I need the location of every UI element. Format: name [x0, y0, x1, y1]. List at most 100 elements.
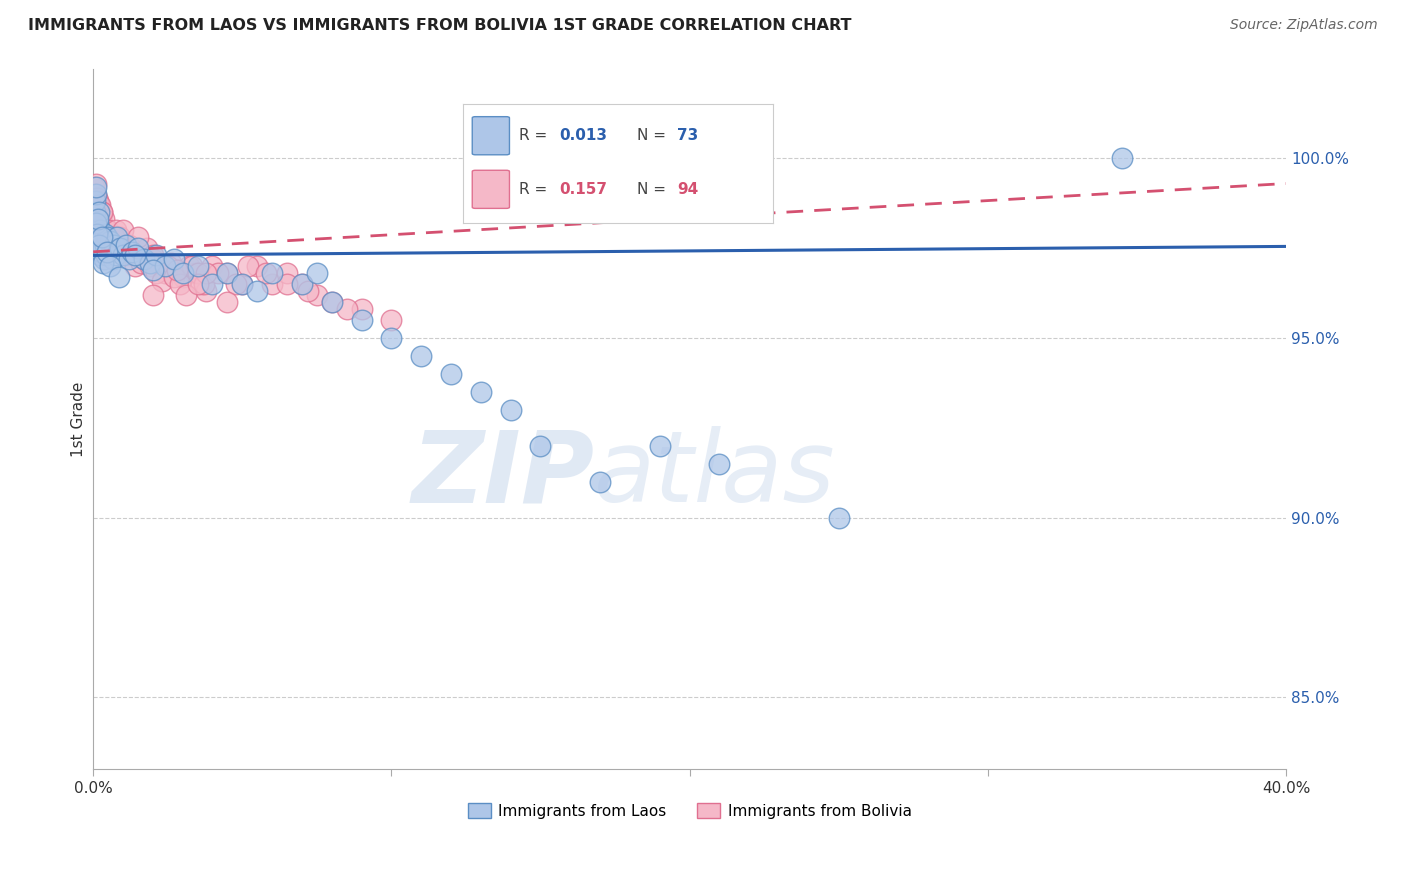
Point	[89, 223, 111, 237]
Point	[94, 248, 117, 262]
Point	[350, 302, 373, 317]
Point	[470, 384, 492, 399]
Point	[231, 277, 253, 292]
Point	[254, 266, 277, 280]
Point	[103, 230, 125, 244]
Point	[84, 180, 107, 194]
Point	[411, 349, 433, 363]
Point	[84, 216, 107, 230]
Point	[90, 223, 112, 237]
Point	[97, 241, 120, 255]
Point	[87, 212, 110, 227]
Point	[86, 198, 108, 212]
Point	[91, 230, 114, 244]
Point	[276, 266, 298, 280]
Point	[91, 241, 114, 255]
Point	[115, 248, 138, 262]
Point	[101, 252, 124, 266]
Point	[84, 177, 107, 191]
Point	[84, 194, 107, 209]
Point	[142, 248, 165, 262]
Point	[89, 223, 111, 237]
Point	[291, 277, 314, 292]
Text: Source: ZipAtlas.com: Source: ZipAtlas.com	[1230, 18, 1378, 32]
Point	[100, 241, 122, 255]
Point	[187, 266, 209, 280]
Point	[380, 313, 402, 327]
Point	[111, 241, 134, 255]
Point	[90, 205, 112, 219]
Point	[262, 277, 284, 292]
Point	[195, 285, 218, 299]
Point	[225, 277, 247, 292]
Point	[118, 252, 141, 266]
Point	[291, 277, 314, 292]
Point	[180, 259, 202, 273]
Point	[87, 198, 110, 212]
Point	[103, 237, 125, 252]
Point	[139, 259, 162, 273]
Point	[187, 259, 209, 273]
Point	[276, 277, 298, 292]
Point	[96, 230, 118, 244]
Point	[108, 230, 131, 244]
Point	[132, 252, 155, 266]
Point	[380, 331, 402, 345]
Point	[86, 191, 108, 205]
Point	[1111, 152, 1133, 166]
Point	[105, 230, 128, 244]
Point	[163, 252, 186, 266]
Point	[321, 295, 343, 310]
Point	[86, 223, 108, 237]
Text: atlas: atlas	[595, 426, 835, 524]
Text: ZIP: ZIP	[411, 426, 595, 524]
Point	[709, 457, 731, 471]
Point	[90, 234, 112, 248]
Point	[100, 259, 122, 273]
Point	[98, 234, 121, 248]
Point	[90, 244, 112, 259]
Point	[104, 223, 127, 237]
Point	[336, 302, 359, 317]
Point	[91, 216, 114, 230]
Point	[217, 295, 239, 310]
Point	[177, 259, 200, 273]
Point	[246, 259, 269, 273]
Point	[195, 266, 218, 280]
Point	[135, 241, 157, 255]
Point	[100, 244, 122, 259]
Point	[118, 237, 141, 252]
Point	[97, 223, 120, 237]
Point	[121, 248, 143, 262]
Point	[86, 241, 108, 255]
Point	[127, 241, 149, 255]
Point	[115, 237, 138, 252]
Point	[107, 269, 129, 284]
Point	[217, 266, 239, 280]
Point	[193, 277, 215, 292]
Point	[94, 234, 117, 248]
Y-axis label: 1st Grade: 1st Grade	[72, 381, 86, 457]
Point	[166, 262, 188, 277]
Point	[166, 262, 188, 277]
Point	[93, 252, 115, 266]
Point	[87, 237, 110, 252]
Point	[124, 248, 146, 262]
Point	[129, 255, 152, 269]
Point	[827, 510, 849, 524]
Point	[108, 241, 131, 255]
Point	[207, 266, 229, 280]
Point	[87, 209, 110, 223]
Point	[86, 194, 108, 209]
Point	[145, 266, 167, 280]
Point	[142, 252, 165, 266]
Point	[169, 277, 191, 292]
Point	[231, 277, 253, 292]
Point	[91, 227, 114, 241]
Point	[529, 439, 551, 453]
Point	[124, 259, 146, 273]
Point	[132, 252, 155, 266]
Point	[93, 212, 115, 227]
Point	[172, 266, 194, 280]
Point	[84, 187, 107, 202]
